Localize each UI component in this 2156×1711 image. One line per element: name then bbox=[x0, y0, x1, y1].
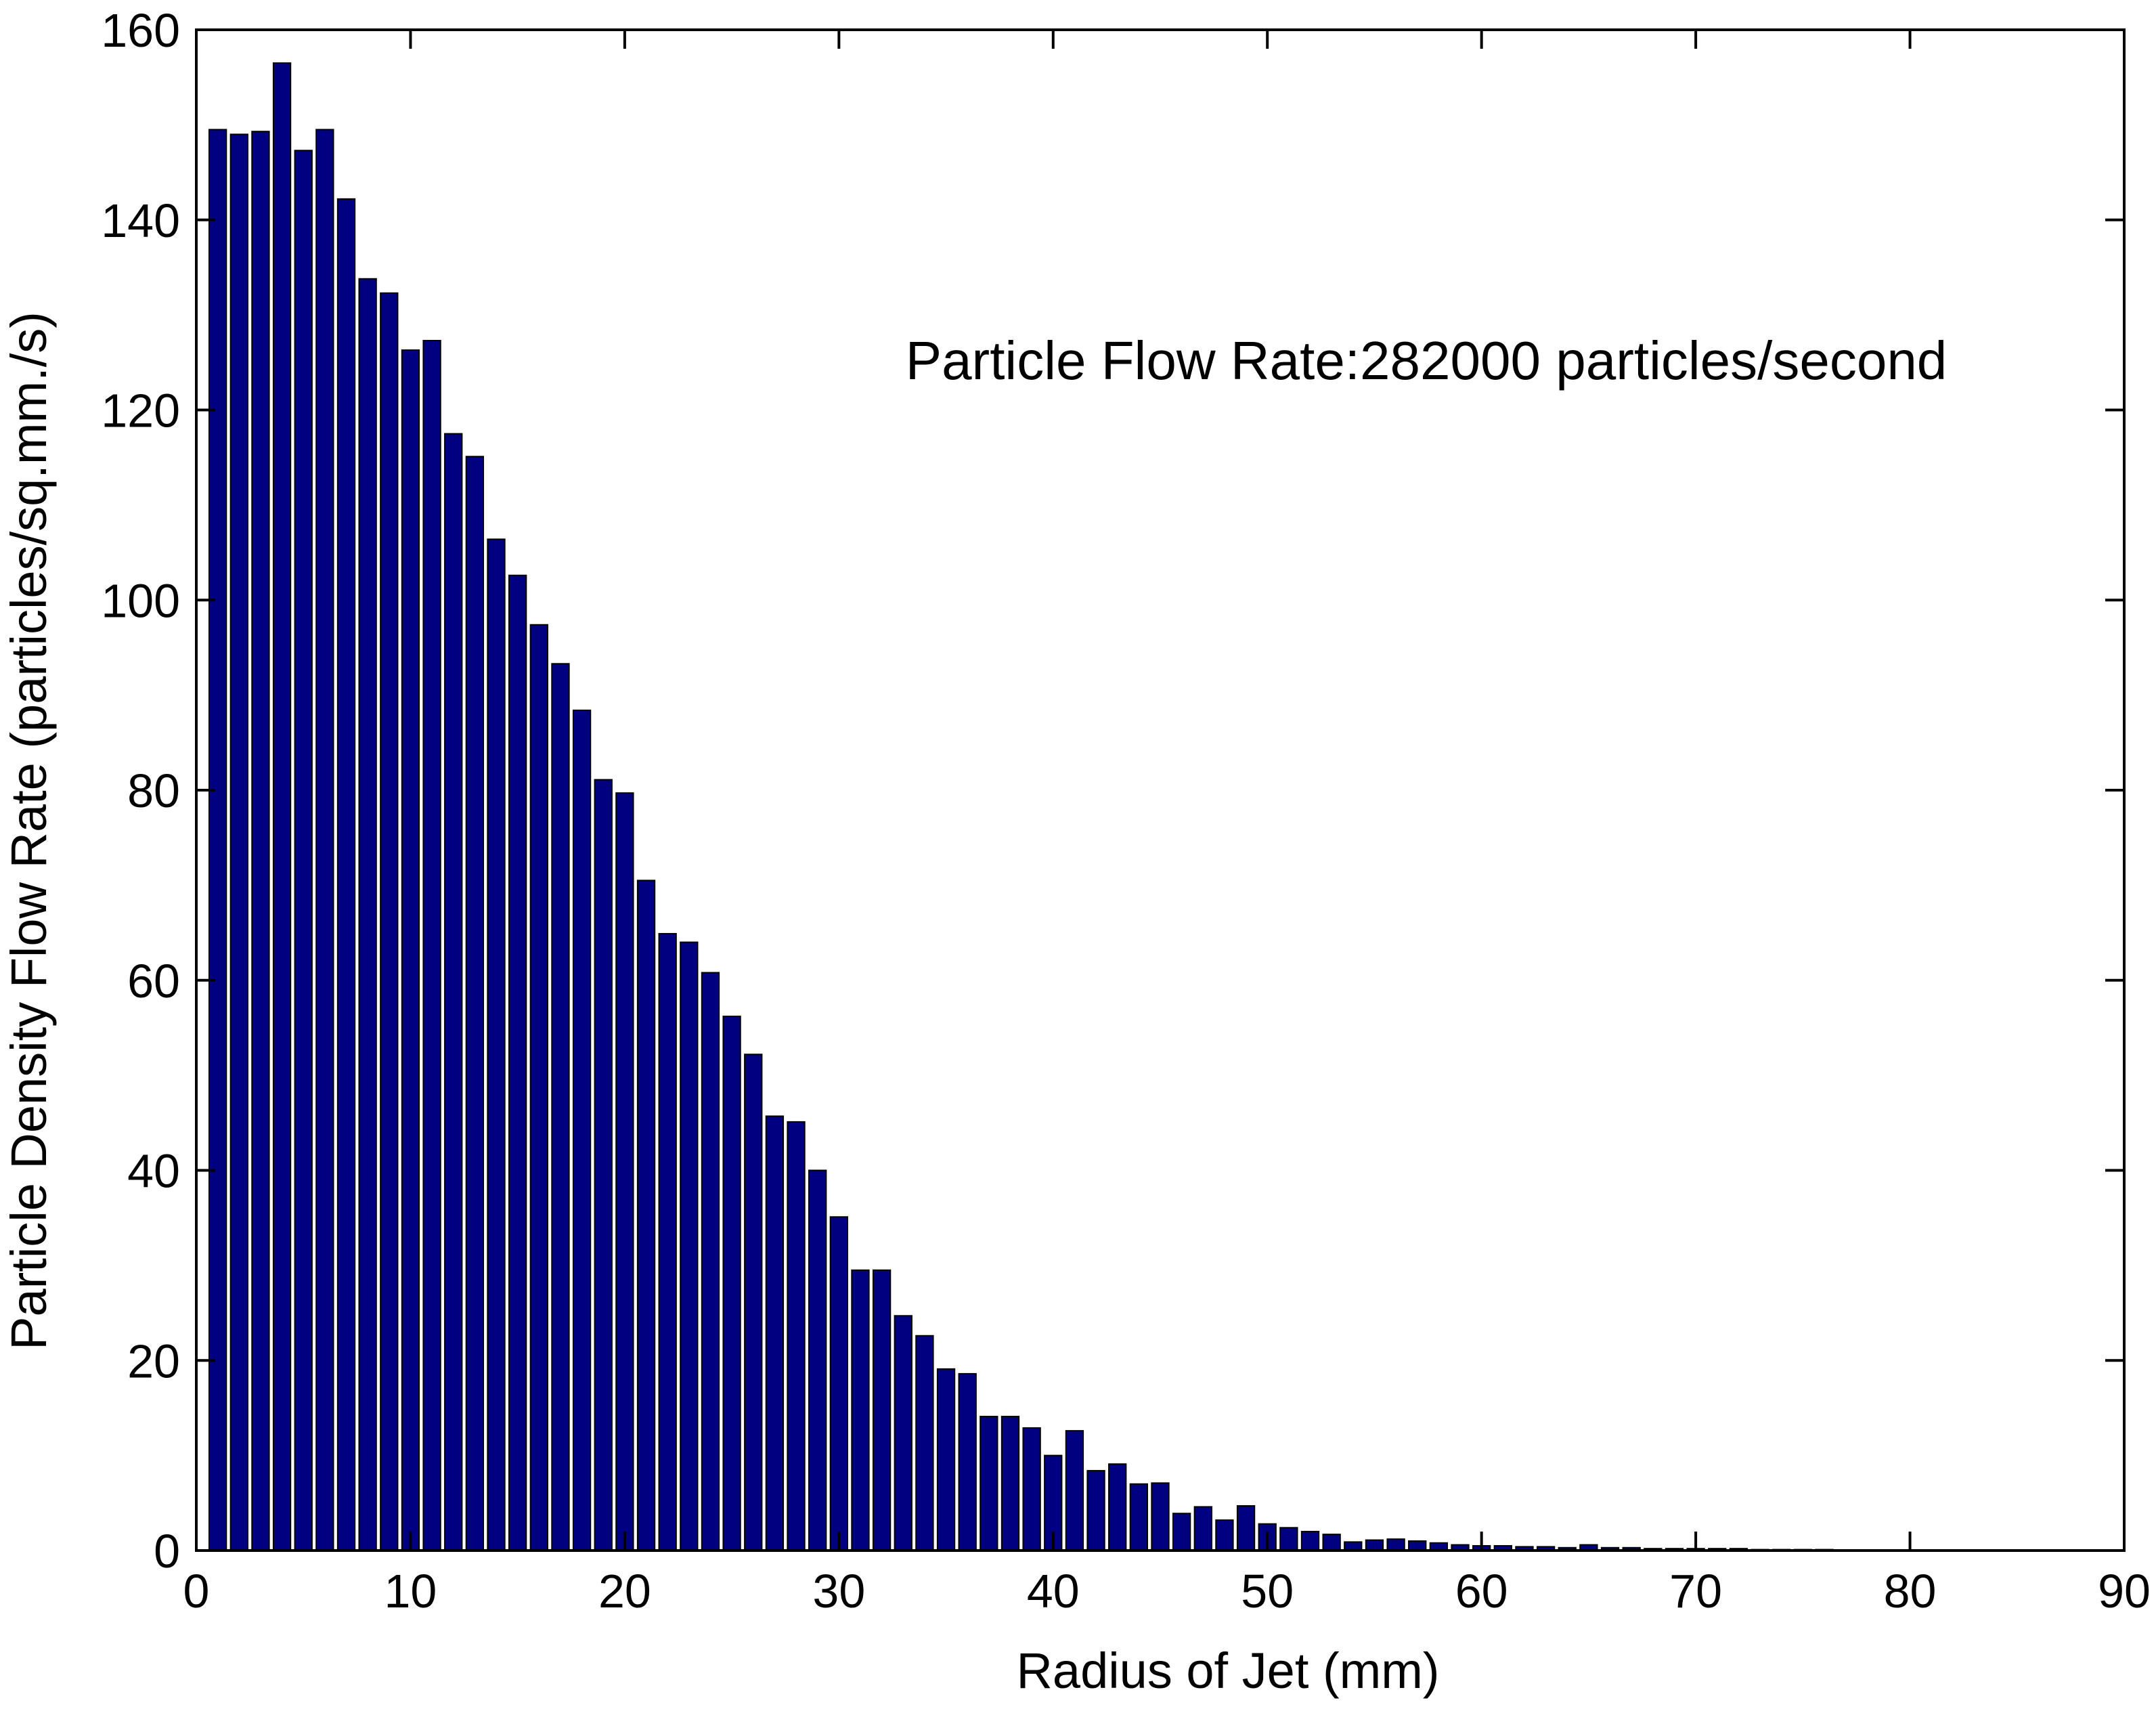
x-tick-label: 40 bbox=[1027, 1565, 1080, 1618]
bar-r51 bbox=[1279, 1527, 1298, 1552]
bar-r35 bbox=[936, 1368, 956, 1552]
x-tick-label: 80 bbox=[1884, 1565, 1937, 1618]
x-tick-label: 0 bbox=[183, 1565, 210, 1618]
x-tick-label: 50 bbox=[1241, 1565, 1294, 1618]
bar-r47 bbox=[1193, 1506, 1212, 1551]
bar-r2 bbox=[229, 133, 248, 1551]
bar-r53 bbox=[1322, 1534, 1341, 1551]
y-tick-label: 20 bbox=[127, 1335, 180, 1387]
y-tick-label: 80 bbox=[127, 764, 180, 817]
bar-r37 bbox=[980, 1416, 998, 1552]
y-tick-label: 100 bbox=[101, 574, 180, 627]
flow-rate-annotation: Particle Flow Rate:282000 particles/seco… bbox=[906, 330, 1948, 391]
bar-r21 bbox=[636, 880, 656, 1551]
bar-r32 bbox=[872, 1269, 892, 1552]
bar-r28 bbox=[787, 1121, 806, 1551]
bar-r45 bbox=[1151, 1482, 1170, 1551]
bar-r36 bbox=[958, 1372, 977, 1551]
x-tick-label: 20 bbox=[598, 1565, 651, 1618]
bar-r16 bbox=[529, 624, 548, 1551]
bar-r4 bbox=[272, 62, 292, 1551]
bar-r33 bbox=[894, 1315, 912, 1552]
bar-r27 bbox=[765, 1115, 785, 1551]
y-axis-label: Particle Density Flow Rate (particles/sq… bbox=[1, 311, 57, 1350]
bars-group bbox=[208, 62, 1834, 1552]
bar-r10 bbox=[401, 349, 420, 1551]
ticks-group: 0 10 20 30 40 50 60 70 80 90 0 20 40 60 80 100 120 140 160 bbox=[101, 4, 2151, 1618]
bar-r25 bbox=[722, 1016, 741, 1551]
x-axis-label: Radius of Jet (mm) bbox=[1016, 1643, 1439, 1699]
y-tick-label: 140 bbox=[101, 194, 180, 247]
bar-r20 bbox=[615, 792, 634, 1551]
bar-r3 bbox=[251, 131, 270, 1552]
x-tick-label: 70 bbox=[1669, 1565, 1722, 1618]
bar-r44 bbox=[1129, 1483, 1149, 1552]
bar-r13 bbox=[465, 456, 485, 1552]
bar-r26 bbox=[744, 1054, 763, 1552]
y-tick-label: 120 bbox=[101, 385, 180, 437]
bar-r14 bbox=[487, 538, 506, 1551]
bar-r1 bbox=[208, 129, 227, 1551]
bar-r19 bbox=[594, 779, 613, 1551]
bar-r52 bbox=[1300, 1530, 1320, 1552]
y-tick-label: 60 bbox=[127, 955, 180, 1008]
bar-r5 bbox=[294, 150, 313, 1551]
plot-frame bbox=[195, 28, 2126, 1552]
bar-r23 bbox=[680, 941, 699, 1551]
bar-r57 bbox=[1408, 1540, 1427, 1551]
bar-r31 bbox=[851, 1269, 870, 1552]
bar-r49 bbox=[1236, 1505, 1256, 1551]
bar-r9 bbox=[380, 292, 399, 1551]
bar-r46 bbox=[1172, 1513, 1191, 1551]
bar-r24 bbox=[701, 972, 720, 1551]
y-tick-label: 160 bbox=[101, 4, 180, 57]
bar-r38 bbox=[1000, 1416, 1020, 1552]
bar-r6 bbox=[315, 129, 334, 1551]
x-tick-label: 90 bbox=[2098, 1565, 2151, 1618]
bar-r30 bbox=[829, 1216, 848, 1551]
bar-r41 bbox=[1065, 1430, 1084, 1551]
bar-r39 bbox=[1022, 1427, 1041, 1552]
x-tick-label: 30 bbox=[812, 1565, 865, 1618]
bar-r29 bbox=[808, 1169, 827, 1551]
y-tick-label: 40 bbox=[127, 1145, 180, 1198]
y-tick-label: 0 bbox=[154, 1525, 180, 1578]
bar-r48 bbox=[1215, 1519, 1234, 1552]
x-tick-label: 60 bbox=[1455, 1565, 1508, 1618]
bar-r43 bbox=[1108, 1463, 1127, 1552]
bar-r55 bbox=[1365, 1539, 1384, 1552]
bar-r42 bbox=[1086, 1470, 1105, 1551]
bar-r56 bbox=[1386, 1538, 1405, 1552]
bar-r34 bbox=[915, 1335, 934, 1551]
x-tick-label: 10 bbox=[384, 1565, 437, 1618]
bar-r8 bbox=[358, 278, 377, 1552]
bar-r11 bbox=[422, 340, 441, 1551]
bar-r18 bbox=[572, 710, 592, 1551]
bar-r7 bbox=[336, 198, 356, 1551]
bar-r17 bbox=[551, 663, 570, 1551]
bar-r22 bbox=[658, 932, 677, 1552]
bar-r15 bbox=[508, 574, 527, 1552]
bar-r12 bbox=[444, 433, 463, 1551]
